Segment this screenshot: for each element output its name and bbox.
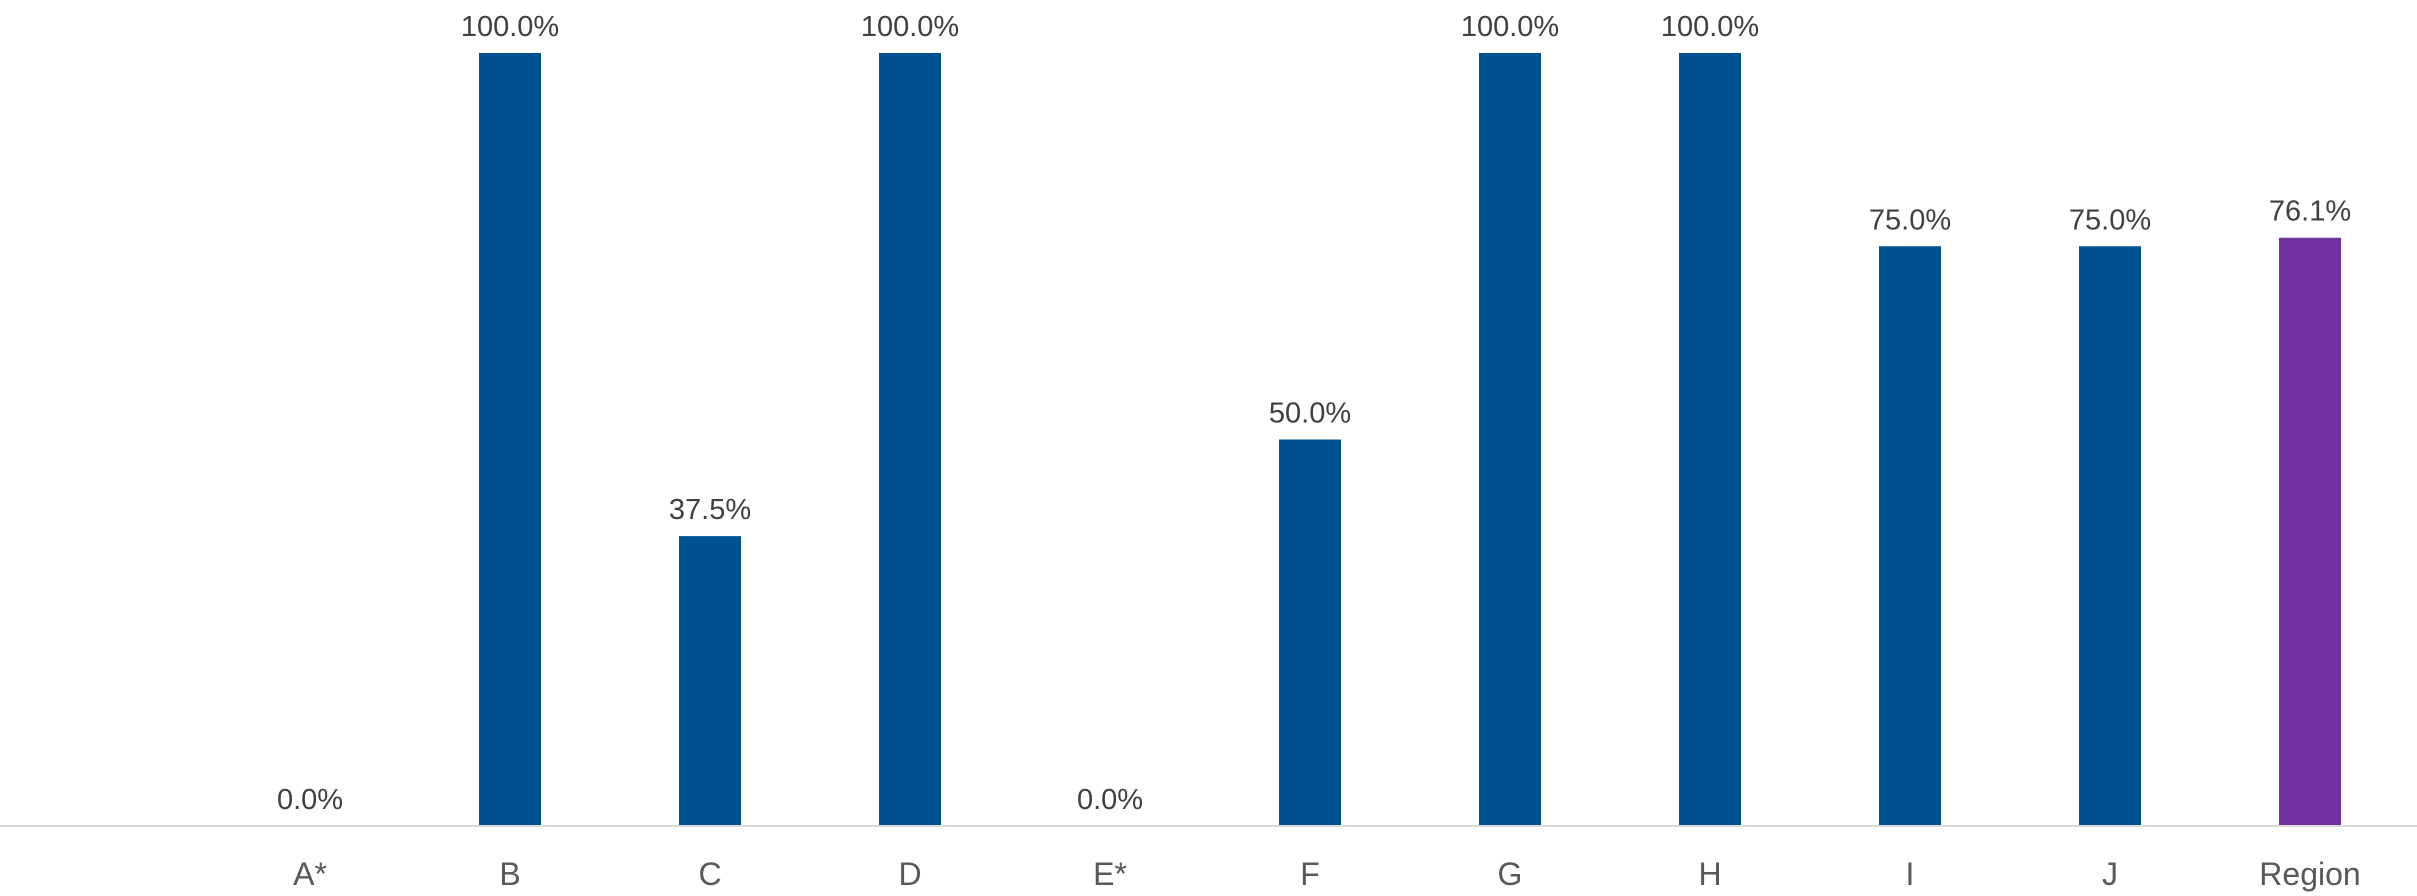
data-label-i: 75.0% (1869, 204, 1951, 236)
data-label-e: 0.0% (1077, 784, 1143, 816)
bar-region (2279, 237, 2341, 826)
x-tick-label-a: A* (293, 856, 327, 892)
data-label-a: 0.0% (277, 784, 343, 816)
bar-f (1279, 439, 1341, 826)
x-tick-label-i: I (1906, 856, 1915, 892)
bar-i (1879, 246, 1941, 826)
data-label-d: 100.0% (861, 11, 959, 43)
data-label-c: 37.5% (669, 494, 751, 526)
x-tick-label-f: F (1300, 856, 1320, 892)
x-tick-label-d: D (898, 856, 921, 892)
bar-b (479, 53, 541, 826)
data-label-g: 100.0% (1461, 11, 1559, 43)
data-labels-group: 0.0% 100.0% 37.5% 100.0% 0.0% 50.0% 100.0% 100.… (277, 11, 2351, 816)
x-tick-label-e: E* (1093, 856, 1127, 892)
data-label-b: 100.0% (461, 11, 559, 43)
x-tick-label-b: B (499, 856, 520, 892)
bar-g (1479, 53, 1541, 826)
data-label-j: 75.0% (2069, 204, 2151, 236)
bars-group (479, 53, 2341, 826)
x-tick-label-j: J (2102, 856, 2118, 892)
data-label-f: 50.0% (1269, 398, 1351, 430)
x-tick-label-region: Region (2259, 856, 2360, 892)
x-tick-label-c: C (698, 856, 721, 892)
bar-h (1679, 53, 1741, 826)
bar-j (2079, 246, 2141, 826)
x-tick-label-g: G (1498, 856, 1523, 892)
data-label-region: 76.1% (2269, 196, 2351, 228)
bar-d (879, 53, 941, 826)
data-label-h: 100.0% (1661, 11, 1759, 43)
x-tick-label-h: H (1698, 856, 1721, 892)
bar-c (679, 536, 741, 826)
